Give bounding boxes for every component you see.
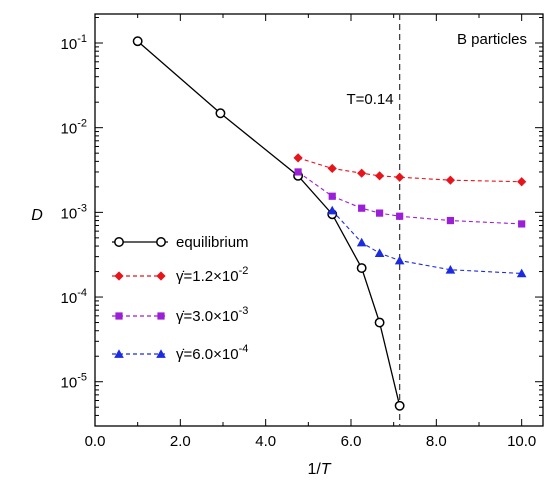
data-point xyxy=(132,36,143,47)
y-tick-label: 10-5 xyxy=(61,372,87,392)
panel-label: B particles xyxy=(457,31,527,48)
x-tick-label: 10.0 xyxy=(507,433,536,450)
annotations: B particles T=0.14 xyxy=(347,31,527,108)
legend-marker xyxy=(114,271,124,281)
data-point xyxy=(445,264,456,274)
x-tick-label: 6.0 xyxy=(341,433,362,450)
data-point xyxy=(294,168,302,176)
x-tick-label: 0.0 xyxy=(85,433,106,450)
data-point xyxy=(394,400,405,411)
axis-ticks: 0.0 2.0 4.0 6.0 8.0 10.0 10-1 10-2 10-3 10-4 10-5 xyxy=(61,14,543,450)
data-point xyxy=(327,163,337,174)
legend-marker xyxy=(156,237,166,247)
y-tick-label: 10-3 xyxy=(61,202,87,222)
legend-label: γ̇=1.2×10-2 xyxy=(176,265,248,285)
y-axis-title: D xyxy=(31,207,43,224)
data-point xyxy=(358,204,366,212)
x-tick-label: 2.0 xyxy=(170,433,191,450)
series-markers xyxy=(132,36,527,411)
plot-frame xyxy=(94,13,544,427)
data-point xyxy=(215,108,226,119)
data-point xyxy=(374,171,385,181)
legend-label: γ̇=6.0×10-4 xyxy=(176,343,248,363)
data-point xyxy=(374,317,385,328)
data-point xyxy=(396,212,404,220)
legend-marker xyxy=(156,271,166,281)
x-axis-title: 1/T xyxy=(307,461,331,478)
data-point xyxy=(516,268,527,278)
data-point xyxy=(293,153,303,163)
legend-marker xyxy=(115,312,123,320)
data-point xyxy=(328,192,336,200)
legend-label: equilibrium xyxy=(176,234,249,251)
y-tick-label: 10-1 xyxy=(61,33,87,53)
legend-marker xyxy=(156,349,166,358)
y-tick-label: 10-2 xyxy=(61,118,87,138)
legend-label: γ̇=3.0×10-3 xyxy=(176,305,248,325)
data-point xyxy=(394,255,405,265)
series-line-3 xyxy=(331,210,522,274)
x-tick-label: 4.0 xyxy=(255,433,276,450)
data-point xyxy=(517,177,527,187)
y-tick-label: 10-4 xyxy=(61,287,87,307)
legend-marker xyxy=(114,237,124,247)
data-point xyxy=(518,220,526,228)
temperature-label: T=0.14 xyxy=(347,91,394,108)
data-point xyxy=(356,237,367,247)
legend-marker xyxy=(157,312,165,320)
data-point xyxy=(395,172,405,182)
data-point xyxy=(357,168,367,178)
legend-marker xyxy=(114,349,124,358)
data-point xyxy=(327,205,338,215)
x-tick-label: 8.0 xyxy=(426,433,447,450)
data-point xyxy=(374,248,385,257)
data-point xyxy=(446,216,455,225)
data-point xyxy=(375,209,384,217)
data-point xyxy=(356,263,367,273)
legend: equilibrium γ̇=1.2×10-2 γ̇=3.0×10-3 γ̇=6.0×… xyxy=(112,234,249,363)
data-point xyxy=(445,175,456,185)
